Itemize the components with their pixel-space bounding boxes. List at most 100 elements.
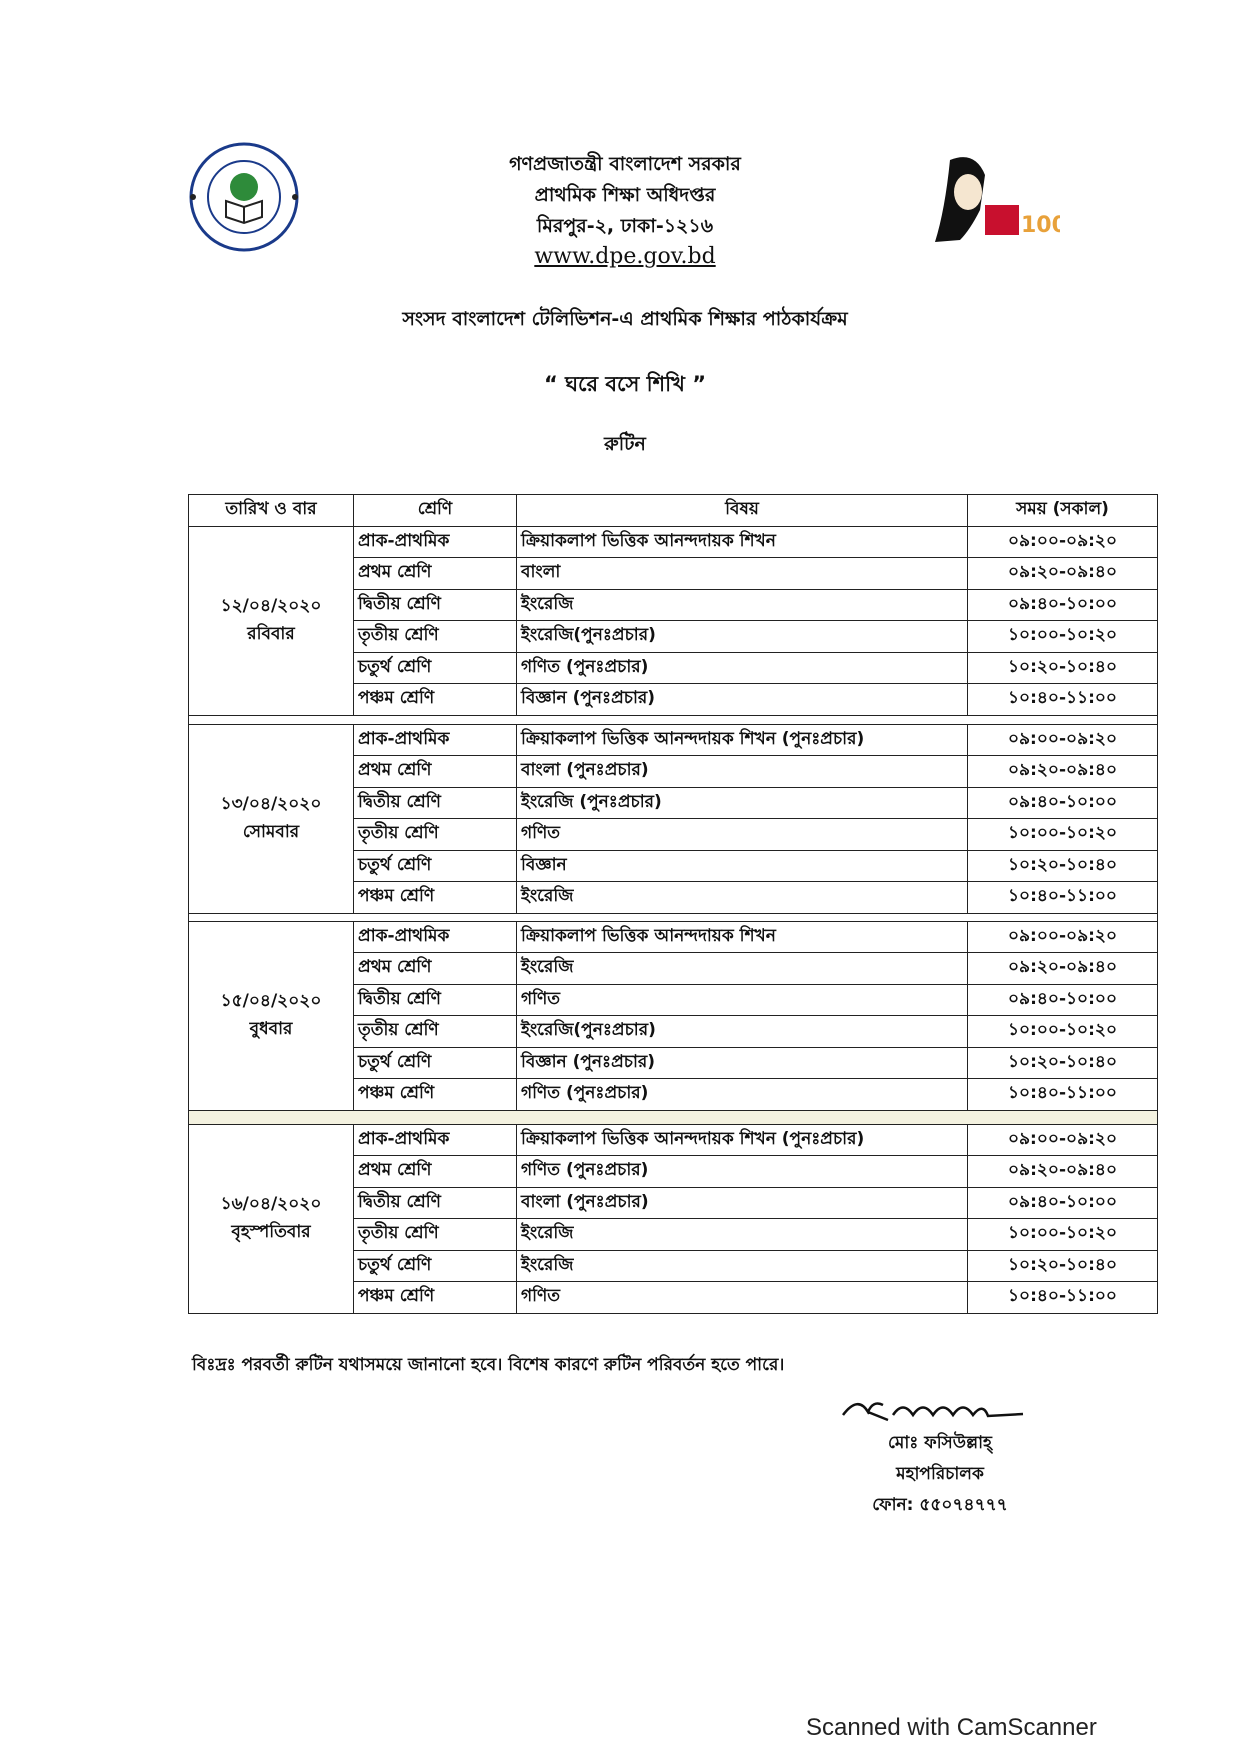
subject-cell: গণিত — [516, 983, 968, 1016]
class-cell: পঞ্চম শ্রেণি — [353, 1078, 517, 1111]
class-cell: তৃতীয় শ্রেণি — [353, 818, 517, 851]
subject-cell: ইংরেজি — [516, 1218, 968, 1251]
time-cell: ১০:৪০-১১:০০ — [967, 683, 1158, 716]
column-header: তারিখ ও বার — [188, 494, 354, 527]
subject-cell: ক্রিয়াকলাপ ভিত্তিক আনন্দদায়ক শিখন (পুন… — [516, 1123, 968, 1156]
time-cell: ১০:০০-১০:২০ — [967, 620, 1158, 653]
time-cell: ১০:২০-১০:৪০ — [967, 1249, 1158, 1282]
class-cell: পঞ্চম শ্রেণি — [353, 683, 517, 716]
slogan: “ ঘরে বসে শিখি ” — [543, 372, 707, 396]
column-header: সময় (সকাল) — [967, 494, 1158, 527]
time-cell: ০৯:৪০-১০:০০ — [967, 1186, 1158, 1219]
class-cell: দ্বিতীয় শ্রেণি — [353, 588, 517, 621]
subject-cell: ইংরেজি (পুনঃপ্রচার) — [516, 786, 968, 819]
subject-cell: ইংরেজি — [516, 1249, 968, 1282]
subject-cell: গণিত — [516, 1281, 968, 1314]
date: ১৬/০৪/২০২০ — [220, 1193, 322, 1214]
subject-cell: গণিত (পুনঃপ্রচার) — [516, 651, 968, 684]
date: ১৩/০৪/২০২০ — [220, 793, 322, 814]
class-cell: চতুর্থ শ্রেণি — [353, 1046, 517, 1079]
subject-cell: ক্রিয়াকলাপ ভিত্তিক আনন্দদায়ক শিখন — [516, 525, 968, 558]
group-separator — [188, 1109, 1158, 1125]
time-cell: ১০:৪০-১১:০০ — [967, 881, 1158, 914]
class-cell: তৃতীয় শ্রেণি — [353, 1218, 517, 1251]
weekday: সোমবার — [242, 821, 300, 842]
date-day-cell: ১৩/০৪/২০২০ সোমবার — [188, 723, 354, 914]
subject-cell: গণিত (পুনঃপ্রচার) — [516, 1078, 968, 1111]
class-cell: দ্বিতীয় শ্রেণি — [353, 983, 517, 1016]
class-cell: তৃতীয় শ্রেণি — [353, 1015, 517, 1048]
signature — [838, 1390, 1028, 1434]
subject-cell: বিজ্ঞান (পুনঃপ্রচার) — [516, 683, 968, 716]
class-cell: প্রাক-প্রাথমিক — [353, 525, 517, 558]
website-link[interactable]: www.dpe.gov.bd — [534, 244, 716, 269]
class-cell: চতুর্থ শ্রেণি — [353, 651, 517, 684]
class-cell: তৃতীয় শ্রেণি — [353, 620, 517, 653]
subject-cell: ইংরেজি — [516, 588, 968, 621]
program-subtitle: সংসদ বাংলাদেশ টেলিভিশন-এ প্রাথমিক শিক্ষা… — [402, 308, 848, 330]
subject-cell: ইংরেজি(পুনঃপ্রচার) — [516, 1015, 968, 1048]
class-cell: প্রথম শ্রেণি — [353, 952, 517, 985]
svg-text:100: 100 — [1021, 213, 1060, 238]
weekday: রবিবার — [247, 623, 295, 644]
class-cell: প্রথম শ্রেণি — [353, 755, 517, 788]
subject-cell: ক্রিয়াকলাপ ভিত্তিক আনন্দদায়ক শিখন — [516, 920, 968, 953]
time-cell: ০৯:০০-০৯:২০ — [967, 1123, 1158, 1156]
signatory-name: মোঃ ফসিউল্লাহ্ — [888, 1433, 992, 1453]
time-cell: ১০:০০-১০:২০ — [967, 1015, 1158, 1048]
subject-cell: ইংরেজি(পুনঃপ্রচার) — [516, 620, 968, 653]
class-cell: প্রাক-প্রাথমিক — [353, 723, 517, 756]
routine-title: রুটিন — [604, 433, 646, 455]
date-day-cell: ১৬/০৪/২০২০ বৃহস্পতিবার — [188, 1123, 354, 1314]
subject-cell: ইংরেজি — [516, 881, 968, 914]
time-cell: ০৯:২০-০৯:৪০ — [967, 557, 1158, 590]
subject-cell: গণিত (পুনঃপ্রচার) — [516, 1155, 968, 1188]
subject-cell: বিজ্ঞান (পুনঃপ্রচার) — [516, 1046, 968, 1079]
time-cell: ০৯:২০-০৯:৪০ — [967, 952, 1158, 985]
class-cell: চতুর্থ শ্রেণি — [353, 849, 517, 882]
weekday: বৃহস্পতিবার — [231, 1221, 311, 1242]
class-cell: চতুর্থ শ্রেণি — [353, 1249, 517, 1282]
class-cell: পঞ্চম শ্রেণি — [353, 1281, 517, 1314]
class-cell: দ্বিতীয় শ্রেণি — [353, 786, 517, 819]
column-header: শ্রেণি — [353, 494, 517, 527]
date: ১২/০৪/২০২০ — [220, 595, 322, 616]
time-cell: ০৯:২০-০৯:৪০ — [967, 755, 1158, 788]
time-cell: ০৯:০০-০৯:২০ — [967, 525, 1158, 558]
time-cell: ১০:৪০-১১:০০ — [967, 1078, 1158, 1111]
time-cell: ১০:২০-১০:৪০ — [967, 1046, 1158, 1079]
time-cell: ০৯:৪০-১০:০০ — [967, 588, 1158, 621]
time-cell: ১০:৪০-১১:০০ — [967, 1281, 1158, 1314]
class-cell: প্রথম শ্রেণি — [353, 1155, 517, 1188]
subject-cell: বাংলা (পুনঃপ্রচার) — [516, 755, 968, 788]
class-cell: প্রথম শ্রেণি — [353, 557, 517, 590]
time-cell: ০৯:২০-০৯:৪০ — [967, 1155, 1158, 1188]
time-cell: ১০:২০-১০:৪০ — [967, 849, 1158, 882]
date: ১৫/০৪/২০২০ — [220, 990, 322, 1011]
column-header: বিষয় — [516, 494, 968, 527]
time-cell: ০৯:৪০-১০:০০ — [967, 786, 1158, 819]
signatory-title: মহাপরিচালক — [896, 1464, 984, 1484]
address: মিরপুর-২, ঢাকা-১২১৬ — [536, 215, 714, 237]
time-cell: ১০:০০-১০:২০ — [967, 818, 1158, 851]
time-cell: ০৯:০০-০৯:২০ — [967, 723, 1158, 756]
subject-cell: বাংলা — [516, 557, 968, 590]
subject-cell: ইংরেজি — [516, 952, 968, 985]
subject-cell: বাংলা (পুনঃপ্রচার) — [516, 1186, 968, 1219]
weekday: বুধবার — [249, 1018, 293, 1039]
signatory-phone: ফোন: ৫৫০৭৪৭৭৭ — [872, 1495, 1008, 1515]
dpe-logo — [188, 141, 300, 253]
subject-cell: গণিত — [516, 818, 968, 851]
date-day-cell: ১৫/০৪/২০২০ বুধবার — [188, 920, 354, 1111]
subject-cell: ক্রিয়াকলাপ ভিত্তিক আনন্দদায়ক শিখন (পুন… — [516, 723, 968, 756]
time-cell: ০৯:০০-০৯:২০ — [967, 920, 1158, 953]
subject-cell: বিজ্ঞান — [516, 849, 968, 882]
department-name: প্রাথমিক শিক্ষা অধিদপ্তর — [534, 184, 716, 206]
camscanner-watermark: Scanned with CamScanner — [806, 1714, 1097, 1741]
class-cell: পঞ্চম শ্রেণি — [353, 881, 517, 914]
date-day-cell: ১২/০৪/২০২০ রবিবার — [188, 525, 354, 716]
time-cell: ১০:০০-১০:২০ — [967, 1218, 1158, 1251]
footnote: বিঃদ্রঃ পরবর্তী রুটিন যথাসময়ে জানানো হব… — [192, 1355, 785, 1375]
class-cell: প্রাক-প্রাথমিক — [353, 920, 517, 953]
class-cell: প্রাক-প্রাথমিক — [353, 1123, 517, 1156]
